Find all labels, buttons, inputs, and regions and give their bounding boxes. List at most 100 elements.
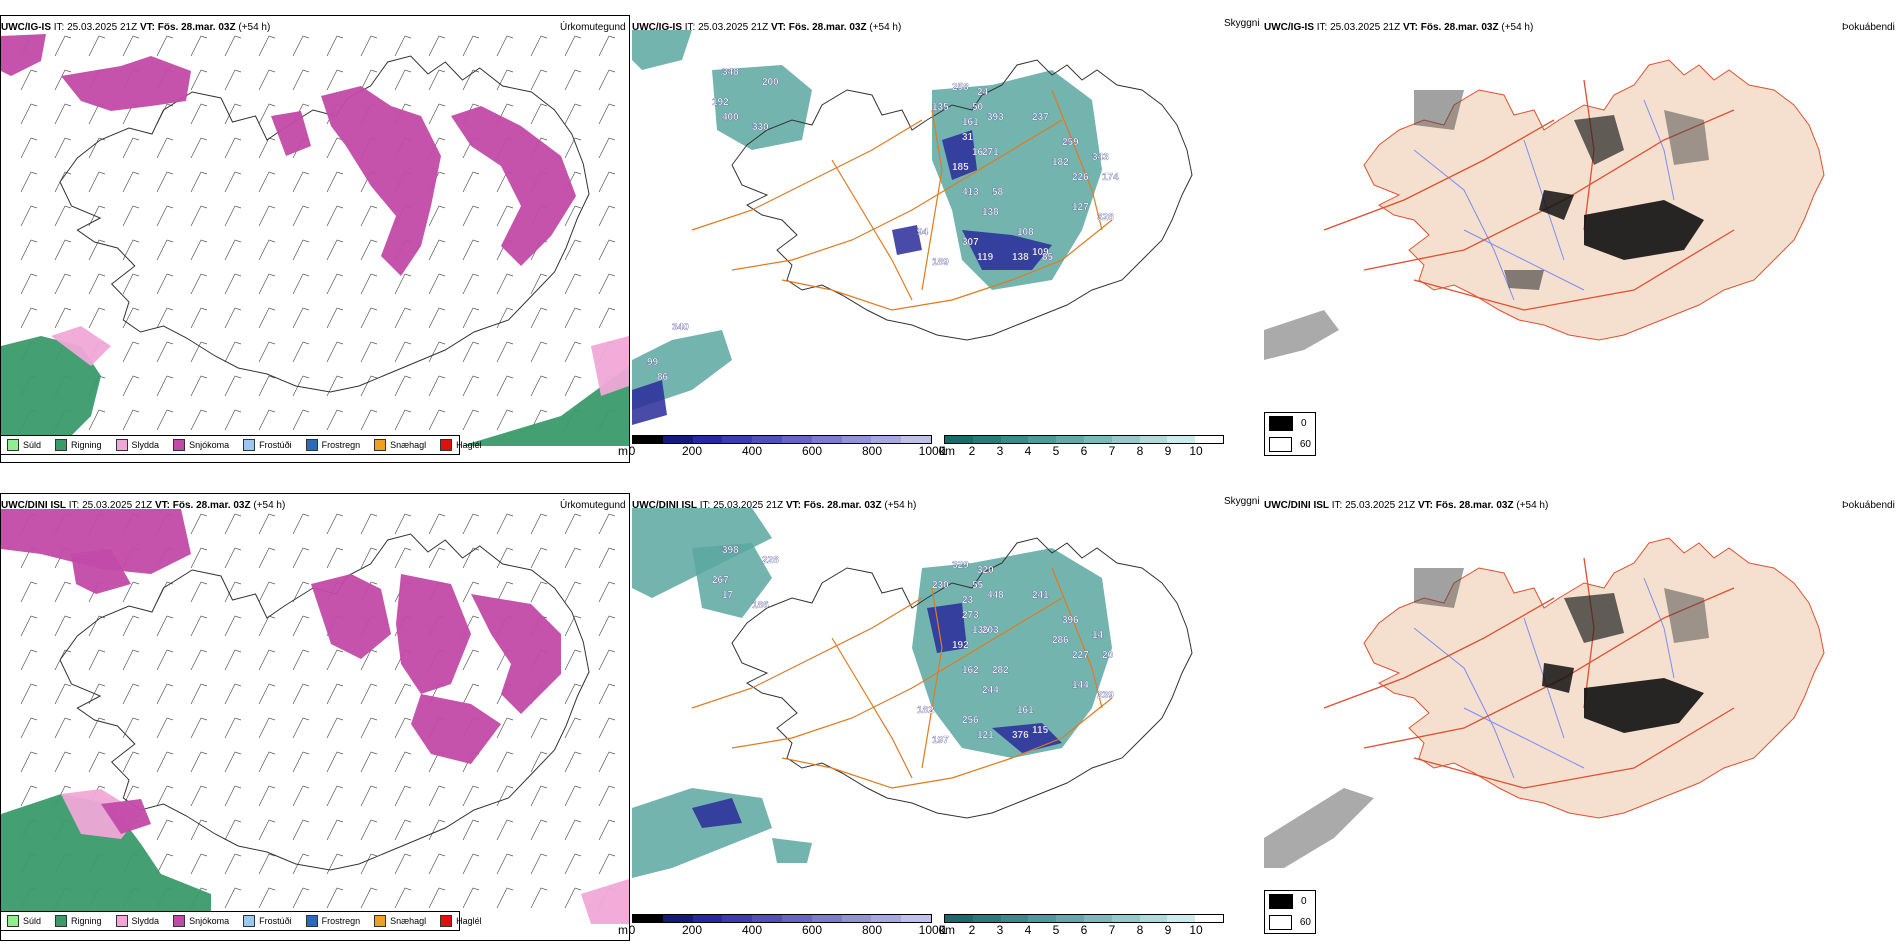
swatch-sleet [115, 439, 128, 451]
wind-barb [258, 341, 276, 363]
wind-barb [20, 751, 38, 773]
wind-barb [360, 205, 378, 227]
wind-barb [530, 307, 548, 329]
wind-barb [462, 649, 480, 671]
wind-barb [462, 239, 480, 261]
fog-area [1542, 663, 1574, 693]
colorbar-tick: 400 [741, 444, 763, 458]
cloud-base-label: 119 [977, 252, 994, 263]
wind-barb [530, 751, 548, 773]
colorbar-cell [1167, 915, 1196, 922]
cloud-base-label: 55 [972, 580, 984, 591]
fog-legend-0: 0 [1265, 413, 1315, 434]
cloud-area [692, 798, 742, 828]
wind-barb [360, 409, 378, 431]
fog-area [1414, 568, 1464, 608]
wind-barb [156, 239, 174, 261]
it-label: IT: [1331, 500, 1343, 511]
fog-area [1264, 788, 1374, 868]
wind-barb [20, 785, 38, 807]
precip-area [321, 86, 441, 276]
wind-barb [496, 341, 514, 363]
cloud-area [912, 548, 1112, 758]
fog-area [1584, 200, 1704, 260]
colorbar-tick: 4 [1024, 923, 1032, 937]
swatch-freezing-drizzle [243, 439, 256, 451]
cloud-base-label: 108 [1017, 227, 1034, 238]
wind-barb [122, 341, 140, 363]
wind-barb [564, 717, 582, 739]
precip-area [71, 549, 131, 594]
wind-barb [462, 35, 480, 57]
fog-swatch-0 [1269, 416, 1293, 431]
wind-barb [326, 171, 344, 193]
precip-area [311, 574, 391, 659]
cloud-title: Skyggni [1224, 18, 1260, 29]
vt-value: Fös. 28.mar. 03Z [1435, 500, 1514, 511]
colorbar-tick: 10 [1189, 444, 1203, 458]
wind-barb [258, 887, 276, 909]
wind-barb [292, 307, 310, 329]
wind-barb [360, 69, 378, 91]
wind-barb [598, 649, 616, 671]
legend-item-freezing-drizzle: Frostúði [243, 915, 292, 927]
colorbar-cell [722, 915, 753, 922]
wind-barb [88, 205, 106, 227]
cloud-base-label: 237 [1032, 112, 1049, 123]
wind-barb [156, 307, 174, 329]
wind-barb [258, 35, 276, 57]
wind-barb [54, 171, 72, 193]
vt-value: Fös. 28.mar. 03Z [803, 500, 882, 511]
wind-barb [428, 205, 446, 227]
wind-barb [224, 375, 242, 397]
colorbar-tick: 9 [1164, 923, 1172, 937]
wind-barb [564, 307, 582, 329]
wind-barb [258, 171, 276, 193]
wind-barb [360, 853, 378, 875]
colorbar-cell [1167, 436, 1196, 443]
fog-legend: 0 60 [1264, 412, 1316, 456]
cloud-base-label: 413 [962, 187, 979, 198]
wind-barb [496, 547, 514, 569]
wind-barb [598, 307, 616, 329]
swatch-hail [440, 439, 453, 451]
cloud-title: Skyggni [1224, 496, 1260, 507]
cloud-base-label: 85 [1042, 252, 1054, 263]
wind-barb [292, 547, 310, 569]
wind-barb [20, 581, 38, 603]
wind-barb [326, 35, 344, 57]
wind-barb [20, 205, 38, 227]
fog-swatch-60 [1269, 437, 1292, 452]
cloud-area [632, 30, 692, 70]
wind-barb [88, 137, 106, 159]
wind-barb [258, 239, 276, 261]
wind-barb [564, 341, 582, 363]
wind-barb [462, 171, 480, 193]
wind-barb [190, 785, 208, 807]
wind-barb [564, 785, 582, 807]
wind-barb [54, 103, 72, 125]
precip-area [101, 799, 151, 834]
it-value: 25.03.2025 21Z [67, 22, 138, 33]
wind-barb [428, 341, 446, 363]
road [731, 597, 1063, 749]
wind-barb [360, 819, 378, 841]
wind-barb [394, 887, 412, 909]
wind-barb [292, 649, 310, 671]
wind-barb [462, 513, 480, 535]
cloud-base-label: 189 [932, 257, 949, 268]
legend-item-sleet: Slydda [115, 915, 159, 927]
fog-legend-60: 60 [1265, 912, 1315, 933]
colorbar-tick: 200 [681, 444, 703, 458]
cloud-base-label: 328 [1097, 212, 1114, 223]
wind-barb [530, 341, 548, 363]
model-name: UWC/IG-IS [1, 22, 51, 33]
road [691, 597, 923, 709]
fog-area [1504, 270, 1544, 290]
colorbar-cell [1139, 436, 1168, 443]
cloud-base-label: 273 [962, 610, 979, 621]
legend-item-rain: Rigning [55, 439, 102, 451]
wind-barb [224, 615, 242, 637]
colorbar-cell [662, 436, 693, 443]
wind-barb [88, 307, 106, 329]
